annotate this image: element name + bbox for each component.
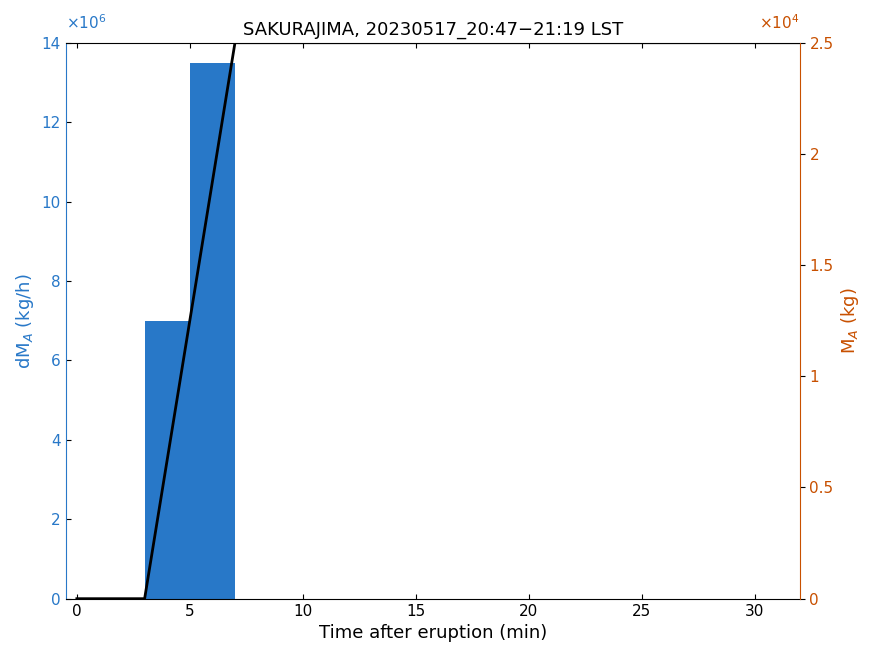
Bar bbox=[190, 62, 235, 599]
Title: SAKURAJIMA, 20230517_20:47−21:19 LST: SAKURAJIMA, 20230517_20:47−21:19 LST bbox=[242, 20, 623, 39]
X-axis label: Time after eruption (min): Time after eruption (min) bbox=[318, 624, 547, 642]
Y-axis label: M$_A$ (kg): M$_A$ (kg) bbox=[839, 287, 861, 354]
Y-axis label: dM$_A$ (kg/h): dM$_A$ (kg/h) bbox=[14, 273, 36, 369]
Text: $\times10^6$: $\times10^6$ bbox=[66, 13, 106, 31]
Bar bbox=[144, 321, 190, 599]
Text: $\times10^4$: $\times10^4$ bbox=[760, 13, 800, 31]
